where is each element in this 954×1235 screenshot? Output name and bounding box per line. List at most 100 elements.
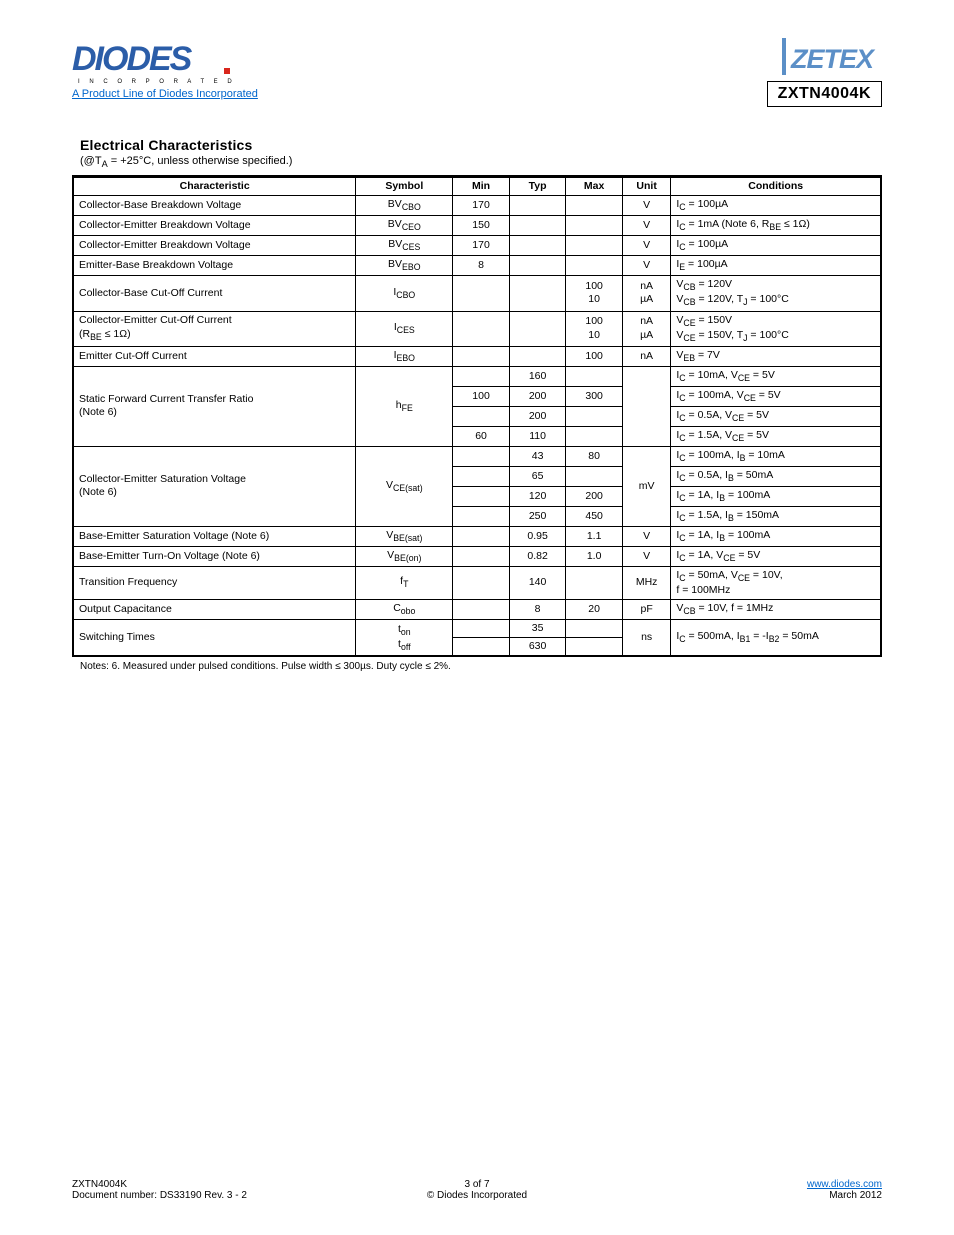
footer-center: 3 of 7 © Diodes Incorporated [272, 1179, 682, 1201]
cell-unit: V [622, 196, 670, 216]
cell-max [566, 638, 623, 657]
cell-cond: IC = 10mA, VCE = 5V [671, 366, 881, 386]
cell-symbol: VBE(sat) [356, 526, 453, 546]
cell-min [453, 486, 510, 506]
product-line-link[interactable]: A Product Line of Diodes Incorporated [72, 88, 258, 100]
section-title: Electrical Characteristics [80, 137, 882, 153]
th-symbol: Symbol [356, 177, 453, 196]
cell-min [453, 346, 510, 366]
cell-typ [509, 236, 566, 256]
cell-typ: 200 [509, 406, 566, 426]
cell-max [566, 366, 623, 386]
cell-symbol: BVCEO [356, 216, 453, 236]
table-row: Collector-Emitter Breakdown Voltage BVCE… [73, 216, 881, 236]
cell-param: Output Capacitance [73, 600, 356, 620]
footer-left: ZXTN4004K Document number: DS33190 Rev. … [72, 1179, 272, 1201]
cell-max: 200 [566, 486, 623, 506]
svg-text:I N C O R P O R A T E D: I N C O R P O R A T E D [78, 79, 236, 85]
cell-min [453, 406, 510, 426]
cell-min: 100 [453, 386, 510, 406]
zetex-logo-block: ZETEX ZXTN4004K [767, 38, 882, 107]
cell-param: Emitter-Base Breakdown Voltage [73, 256, 356, 276]
table-row: Output Capacitance Cobo 8 20 pF VCB = 10… [73, 600, 881, 620]
cell-unit: V [622, 256, 670, 276]
cell-max [566, 466, 623, 486]
cell-min: 8 [453, 256, 510, 276]
cell-typ [509, 256, 566, 276]
table-row: Static Forward Current Transfer Ratio(No… [73, 366, 881, 386]
svg-text:DIODES: DIODES [72, 40, 193, 78]
cell-cond: IC = 100µA [671, 196, 881, 216]
cell-param: Collector-Emitter Breakdown Voltage [73, 216, 356, 236]
footer-site-link[interactable]: www.diodes.com [807, 1179, 882, 1190]
cell-min [453, 566, 510, 599]
cell-cond: IC = 1A, IB = 100mA [671, 486, 881, 506]
cell-max [566, 620, 623, 638]
cell-cond: IC = 1mA (Note 6, RBE ≤ 1Ω) [671, 216, 881, 236]
cell-typ: 43 [509, 446, 566, 466]
cell-max: 10010 [566, 276, 623, 311]
cell-symbol: BVEBO [356, 256, 453, 276]
cell-param: Switching Times [73, 620, 356, 657]
cell-symbol: BVCES [356, 236, 453, 256]
cell-symbol: IEBO [356, 346, 453, 366]
cell-cond: VCB = 120VVCB = 120V, TJ = 100°C [671, 276, 881, 311]
cell-typ: 110 [509, 426, 566, 446]
cell-max: 10010 [566, 311, 623, 346]
cell-typ [509, 276, 566, 311]
cell-cond: IC = 50mA, VCE = 10V,f = 100MHz [671, 566, 881, 599]
cell-cond: IC = 100µA [671, 236, 881, 256]
cell-min [453, 276, 510, 311]
cell-cond: VEB = 7V [671, 346, 881, 366]
cell-max [566, 426, 623, 446]
cell-max [566, 256, 623, 276]
cell-min: 170 [453, 236, 510, 256]
cell-symbol: VCE(sat) [356, 446, 453, 526]
table-row: Collector-Emitter Cut-Off Current(RBE ≤ … [73, 311, 881, 346]
cell-symbol: hFE [356, 366, 453, 446]
cell-param: Collector-Base Cut-Off Current [73, 276, 356, 311]
table-row: Collector-Emitter Breakdown Voltage BVCE… [73, 236, 881, 256]
cell-min [453, 526, 510, 546]
cell-cond: VCE = 150VVCE = 150V, TJ = 100°C [671, 311, 881, 346]
cell-symbol: fT [356, 566, 453, 599]
diodes-logo-block: DIODES I N C O R P O R A T E D A Product… [72, 38, 258, 100]
zetex-logo: ZETEX [782, 38, 882, 78]
table-notes: Notes: 6. Measured under pulsed conditio… [80, 661, 882, 672]
cell-unit: MHz [622, 566, 670, 599]
cell-symbol: BVCBO [356, 196, 453, 216]
cell-param: Static Forward Current Transfer Ratio(No… [73, 366, 356, 446]
cell-max: 300 [566, 386, 623, 406]
cell-unit: ns [622, 620, 670, 657]
cell-param: Base-Emitter Turn-On Voltage (Note 6) [73, 546, 356, 566]
cell-max [566, 566, 623, 599]
cell-unit: V [622, 236, 670, 256]
cell-unit: V [622, 526, 670, 546]
cell-typ: 0.82 [509, 546, 566, 566]
cell-unit: V [622, 546, 670, 566]
cell-param: Collector-Emitter Cut-Off Current(RBE ≤ … [73, 311, 356, 346]
cell-typ: 250 [509, 506, 566, 526]
cell-min: 150 [453, 216, 510, 236]
table-row: Base-Emitter Turn-On Voltage (Note 6) VB… [73, 546, 881, 566]
table-row: Emitter Cut-Off Current IEBO 100 nA VEB … [73, 346, 881, 366]
cell-max [566, 216, 623, 236]
cell-cond: IC = 100mA, VCE = 5V [671, 386, 881, 406]
footer-part: ZXTN4004K [72, 1179, 272, 1190]
cell-typ: 35 [509, 620, 566, 638]
cell-typ: 120 [509, 486, 566, 506]
cell-typ: 630 [509, 638, 566, 657]
cell-max: 450 [566, 506, 623, 526]
cell-typ [509, 311, 566, 346]
table-row: Switching Timestontoff35nsIC = 500mA, IB… [73, 620, 881, 638]
cell-min [453, 620, 510, 638]
th-conditions: Conditions [671, 177, 881, 196]
cell-unit: V [622, 216, 670, 236]
cell-min [453, 638, 510, 657]
cell-cond: IC = 0.5A, IB = 50mA [671, 466, 881, 486]
cell-unit: pF [622, 600, 670, 620]
cell-param: Transition Frequency [73, 566, 356, 599]
cell-min [453, 600, 510, 620]
part-number-box: ZXTN4004K [767, 81, 882, 107]
table-header-row: Characteristic Symbol Min Typ Max Unit C… [73, 177, 881, 196]
